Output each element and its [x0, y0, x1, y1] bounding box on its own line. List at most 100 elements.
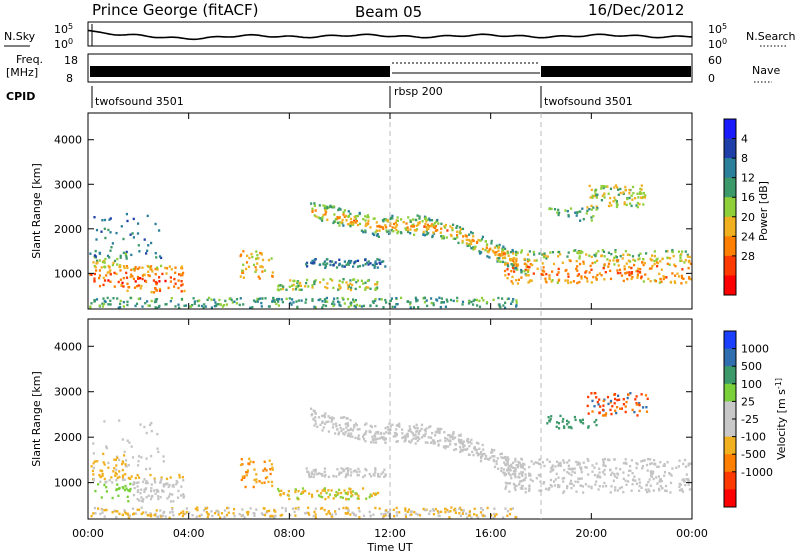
echo-cell — [141, 274, 144, 277]
echo-cell — [319, 495, 322, 498]
echo-cell — [502, 248, 505, 252]
echo-cell — [373, 434, 376, 437]
echo-cell — [603, 278, 606, 281]
echo-cell — [128, 489, 131, 493]
echo-cell — [121, 281, 124, 285]
echo-cell — [370, 494, 373, 498]
echo-cell — [346, 507, 349, 510]
echo-cell — [311, 286, 314, 289]
colorbar-tick-label: -500 — [741, 448, 766, 461]
echo-cell — [92, 466, 95, 470]
echo-cell — [132, 277, 135, 281]
echo-cell — [125, 265, 128, 268]
echo-cell — [327, 415, 330, 418]
echo-cell — [629, 469, 632, 472]
echo-cell — [636, 276, 639, 279]
echo-cell — [256, 254, 259, 257]
echo-cell — [494, 253, 497, 257]
echo-cell — [445, 298, 448, 301]
echo-cell — [126, 219, 129, 223]
echo-cell — [419, 429, 422, 433]
echo-cell — [326, 286, 329, 290]
echo-cell — [162, 483, 165, 486]
echo-cell — [657, 487, 661, 491]
echo-cell — [602, 462, 605, 465]
echo-cell — [511, 248, 514, 252]
echo-cell — [280, 284, 283, 287]
echo-cell — [313, 202, 316, 205]
echo-cell — [223, 509, 227, 512]
echo-cell — [594, 190, 597, 193]
echo-cell — [182, 510, 185, 513]
x-tick-label: 16:00 — [475, 527, 507, 540]
echo-cell — [119, 256, 122, 259]
echo-cell — [410, 513, 413, 516]
echo-cell — [331, 515, 334, 518]
nsky-strip: N.Sky 105 100 105 100 N.Search — [4, 21, 796, 51]
echo-cell — [358, 437, 361, 441]
echo-cell — [180, 266, 183, 270]
echo-cell — [319, 472, 323, 476]
echo-cell — [557, 213, 560, 217]
echo-cell — [444, 226, 447, 229]
echo-cell — [579, 210, 582, 213]
echo-cell — [366, 223, 369, 226]
echo-cell — [404, 513, 407, 516]
echo-cell — [127, 513, 130, 516]
echo-cell — [609, 473, 613, 477]
echo-cell — [508, 482, 512, 485]
echo-cell — [128, 514, 131, 517]
echo-cell — [93, 506, 96, 510]
echo-cell — [645, 252, 648, 255]
echo-cell — [376, 229, 379, 233]
echo-cell — [305, 263, 308, 266]
echo-cell — [131, 232, 134, 235]
echo-cell — [328, 416, 331, 420]
echo-cell — [319, 423, 322, 426]
echo-cell — [313, 261, 316, 264]
echo-cell — [206, 506, 209, 510]
echo-cell — [376, 258, 379, 261]
echo-cell — [538, 458, 541, 461]
echo-cell — [577, 273, 580, 276]
echo-cell — [111, 511, 114, 514]
echo-cell — [609, 196, 612, 200]
echo-cell — [364, 230, 367, 234]
echo-cell — [656, 265, 659, 268]
echo-cell — [167, 286, 170, 290]
echo-cell — [404, 434, 407, 437]
echo-cell — [430, 301, 433, 305]
echo-cell — [548, 420, 551, 423]
echo-cell — [313, 204, 316, 207]
echo-cell — [543, 270, 546, 273]
echo-cell — [681, 478, 684, 482]
echo-cell — [270, 257, 273, 260]
echo-cell — [103, 302, 106, 306]
echo-cell — [319, 298, 322, 301]
echo-cell — [497, 249, 500, 252]
echo-cell — [311, 284, 314, 287]
echo-cell — [384, 224, 387, 227]
colorbar-tick-label: 20 — [741, 211, 755, 224]
echo-cell — [631, 185, 635, 189]
echo-cell — [205, 510, 208, 514]
echo-cell — [512, 482, 515, 486]
echo-cell — [301, 487, 305, 490]
echo-cell — [603, 457, 606, 461]
echo-cell — [432, 223, 435, 227]
echo-cell — [122, 474, 125, 477]
colorbar-tick-label: -1000 — [741, 466, 773, 479]
echo-cell — [286, 493, 289, 497]
echo-cell — [581, 485, 584, 488]
echo-cell — [631, 255, 635, 258]
echo-cell — [349, 428, 352, 431]
echo-cell — [409, 220, 412, 223]
echo-cell — [176, 496, 180, 499]
echo-cell — [540, 489, 543, 492]
echo-cell — [628, 192, 631, 195]
echo-cell — [259, 251, 262, 255]
echo-cell — [659, 484, 662, 488]
echo-cell — [183, 289, 186, 293]
echo-cell — [541, 269, 544, 272]
echo-cell — [449, 435, 452, 438]
